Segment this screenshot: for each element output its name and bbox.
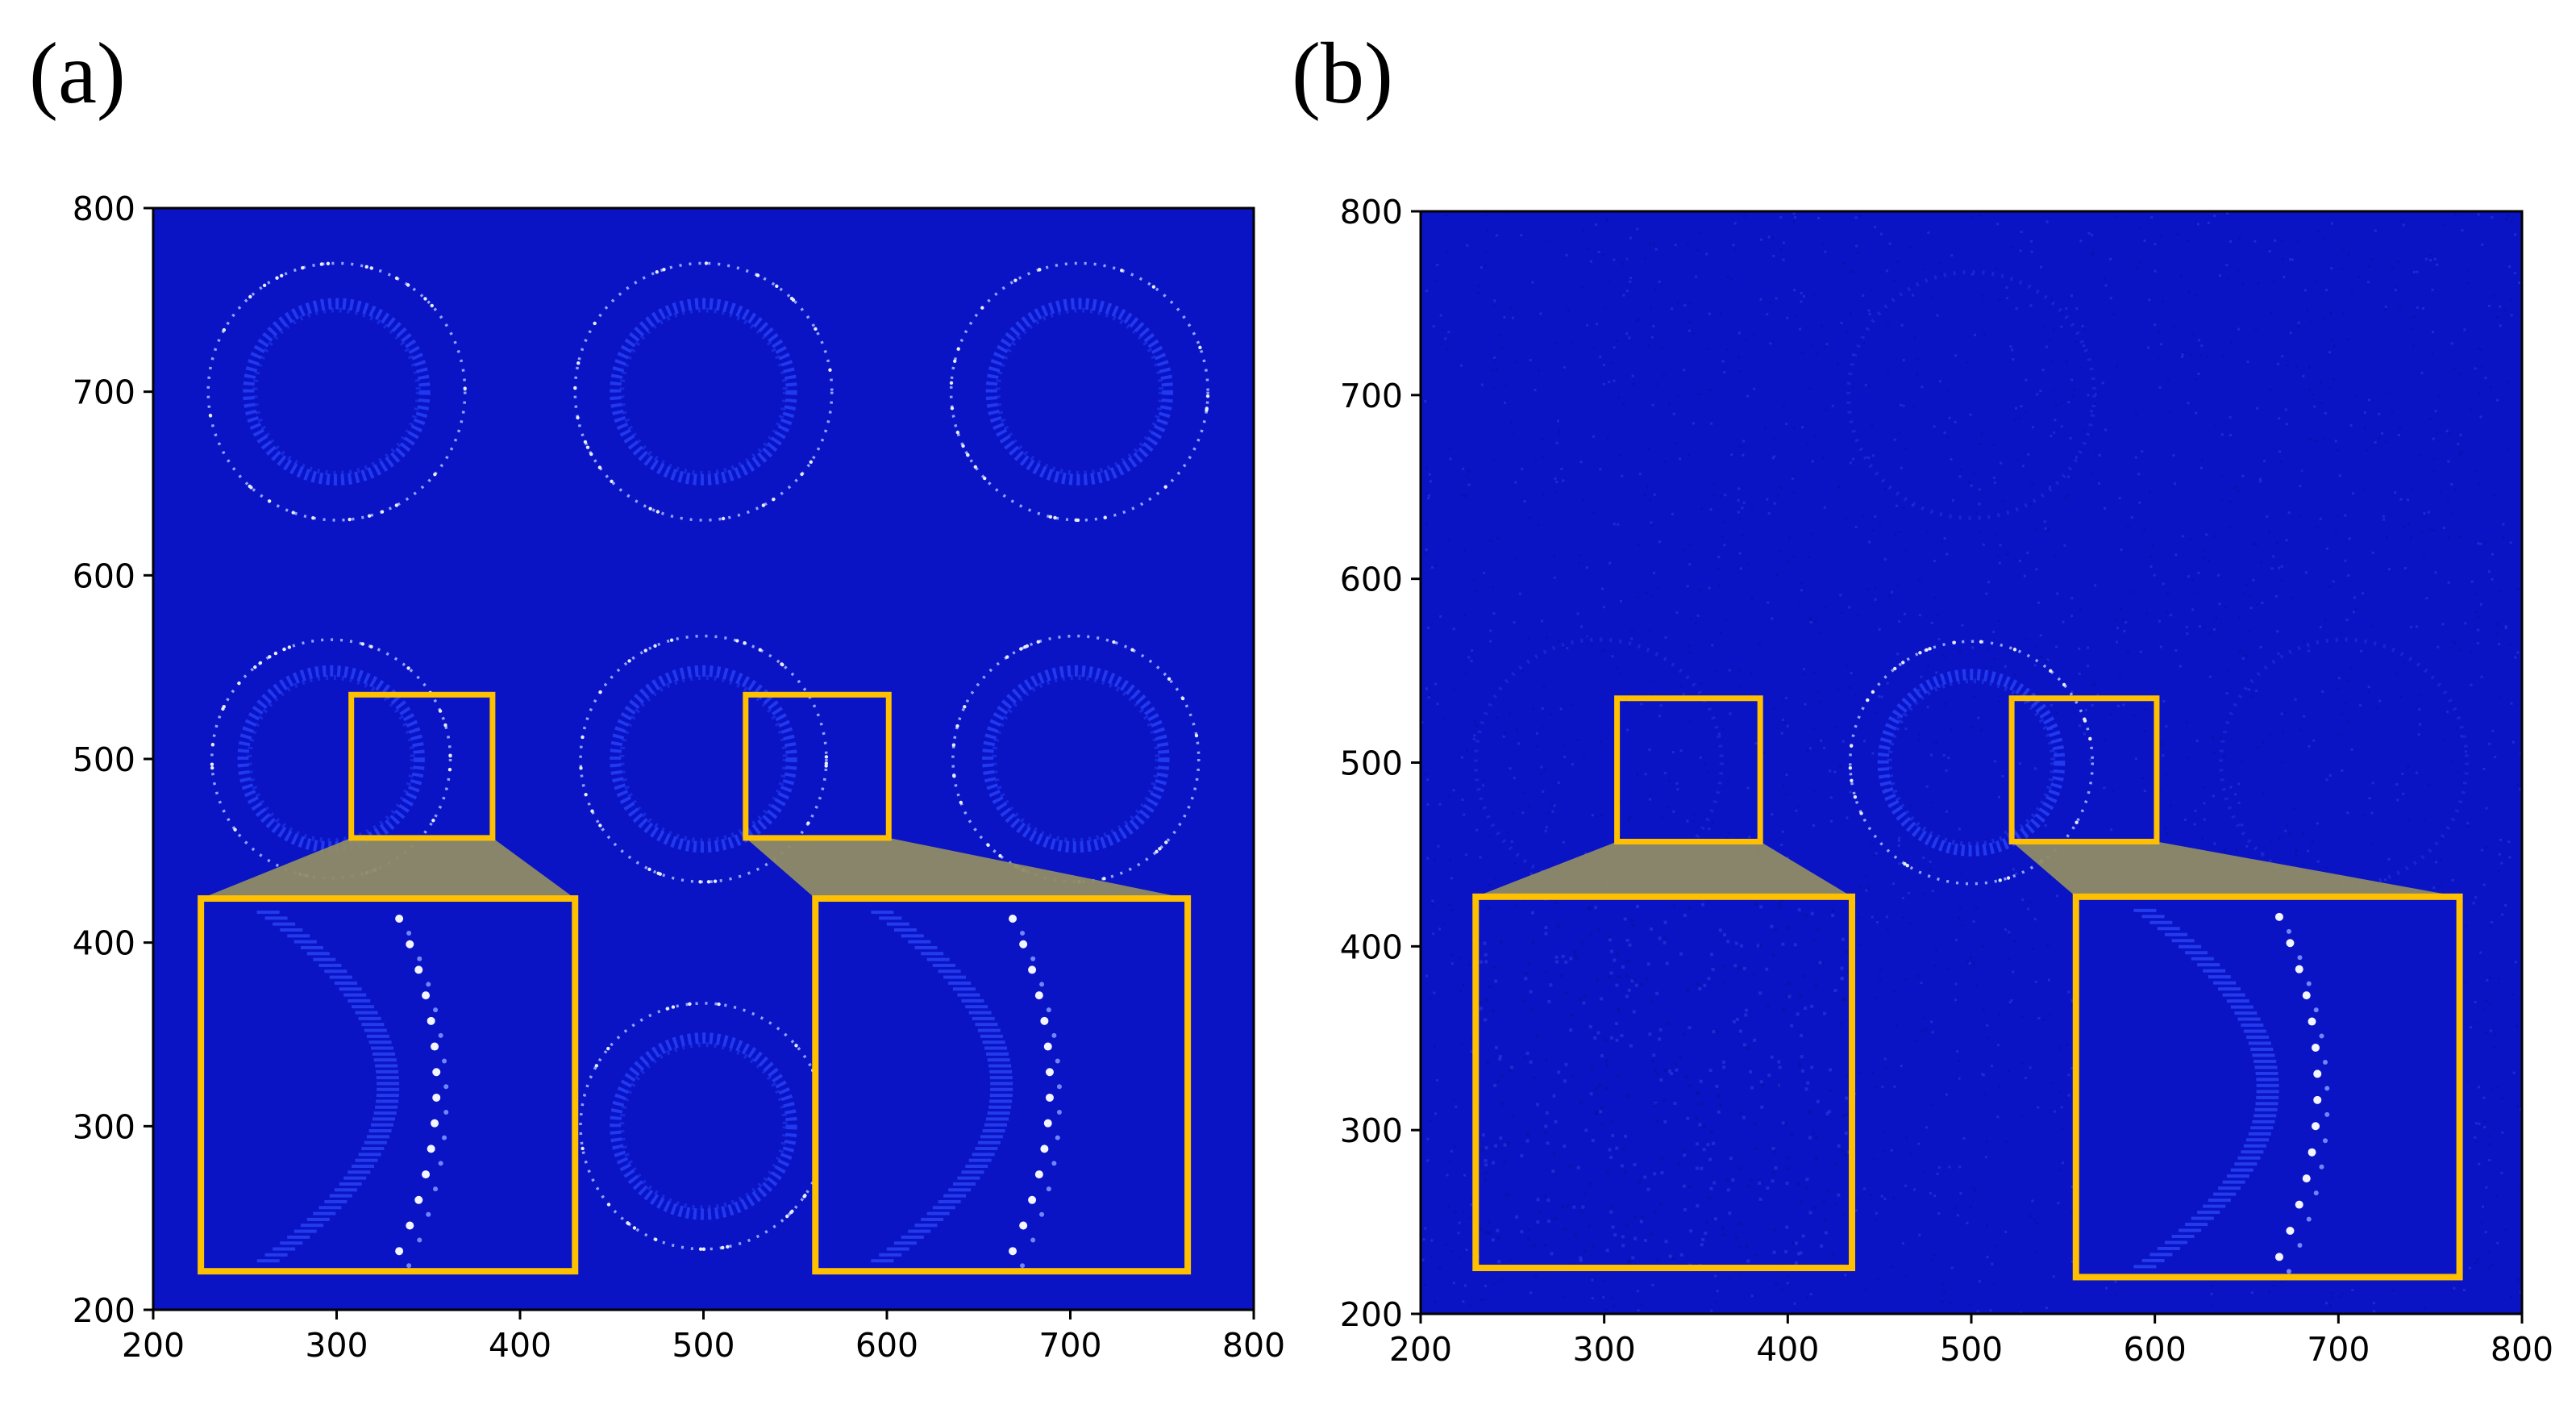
- panel-label-a: (a): [29, 26, 126, 122]
- x-tick-label: 400: [1756, 1330, 1819, 1369]
- zoom-inset-box: [2072, 893, 2463, 1281]
- zoom-inset-background: [1475, 896, 1853, 1269]
- y-tick-label: 600: [1340, 561, 1403, 599]
- ring: [206, 261, 467, 522]
- y-tick-label: 400: [1340, 928, 1403, 966]
- x-tick-label: 400: [489, 1326, 551, 1365]
- y-tick-label: 800: [1340, 193, 1403, 231]
- x-tick-label: 300: [1573, 1330, 1636, 1369]
- y-tick-label: 700: [73, 373, 135, 412]
- x-tick-label: 200: [122, 1326, 185, 1365]
- zoom-connector: [201, 837, 576, 899]
- x-tick-label: 500: [1940, 1330, 2003, 1369]
- x-tick-label: 700: [1038, 1326, 1101, 1365]
- zoom-connector: [1475, 841, 1853, 897]
- x-tick-label: 600: [855, 1326, 918, 1365]
- ghost-ring: [1846, 269, 2097, 520]
- y-tick-label: 200: [73, 1291, 135, 1330]
- y-tick-label: 300: [1340, 1111, 1403, 1150]
- zoom-inset-box: [198, 895, 579, 1275]
- y-tick-label: 500: [1340, 744, 1403, 783]
- y-tick-label: 300: [73, 1107, 135, 1146]
- y-tick-label: 400: [73, 924, 135, 963]
- zoom-inset: [1472, 695, 1856, 1272]
- zoom-connector: [2012, 841, 2460, 897]
- x-tick-label: 200: [1389, 1330, 1452, 1369]
- x-tick-label: 300: [305, 1326, 368, 1365]
- zoom-arc: [871, 911, 1062, 1269]
- y-tick-label: 700: [1340, 377, 1403, 415]
- ring: [579, 634, 829, 884]
- ring: [573, 261, 834, 522]
- ghost-ring: [1473, 637, 1724, 888]
- y-tick-label: 200: [1340, 1295, 1403, 1334]
- zoom-source-box: [2008, 695, 2160, 844]
- ring: [951, 634, 1201, 884]
- x-tick-label: 600: [2124, 1330, 2187, 1369]
- zoom-inset-box: [1472, 893, 1856, 1272]
- ring: [1848, 640, 2095, 886]
- x-tick-label: 800: [1222, 1326, 1285, 1365]
- heatmap-panel-a: 200 300 400 500 600 700 800 200 300 400 500 600 700 8…: [73, 190, 1285, 1365]
- ring: [949, 261, 1210, 523]
- zoom-arc: [256, 911, 449, 1269]
- panel-label-b: (b): [1292, 26, 1393, 122]
- zoom-source-box: [348, 691, 496, 841]
- zoom-inset-box: [812, 895, 1192, 1275]
- y-tick-label: 500: [73, 740, 135, 779]
- x-tick-label: 700: [2307, 1330, 2370, 1369]
- y-tick-label: 600: [73, 557, 135, 595]
- zoom-connector: [745, 837, 1188, 899]
- x-tick-label: 500: [672, 1326, 735, 1365]
- zoom-inset: [2008, 695, 2463, 1281]
- heatmap-panel-b: 200 300 400 500 600 700 800 200 300 400 500 600 700 8…: [1340, 193, 2553, 1369]
- zoom-inset: [198, 691, 579, 1275]
- zoom-noise: [1475, 897, 1851, 1268]
- zoom-source-box: [1614, 695, 1763, 844]
- zoom-inset: [743, 691, 1192, 1275]
- zoom-source-box: [743, 691, 892, 841]
- y-tick-label: 800: [73, 190, 135, 228]
- ghost-ring: [2219, 637, 2470, 888]
- x-tick-label: 800: [2491, 1330, 2553, 1369]
- zoom-arc: [2133, 908, 2330, 1274]
